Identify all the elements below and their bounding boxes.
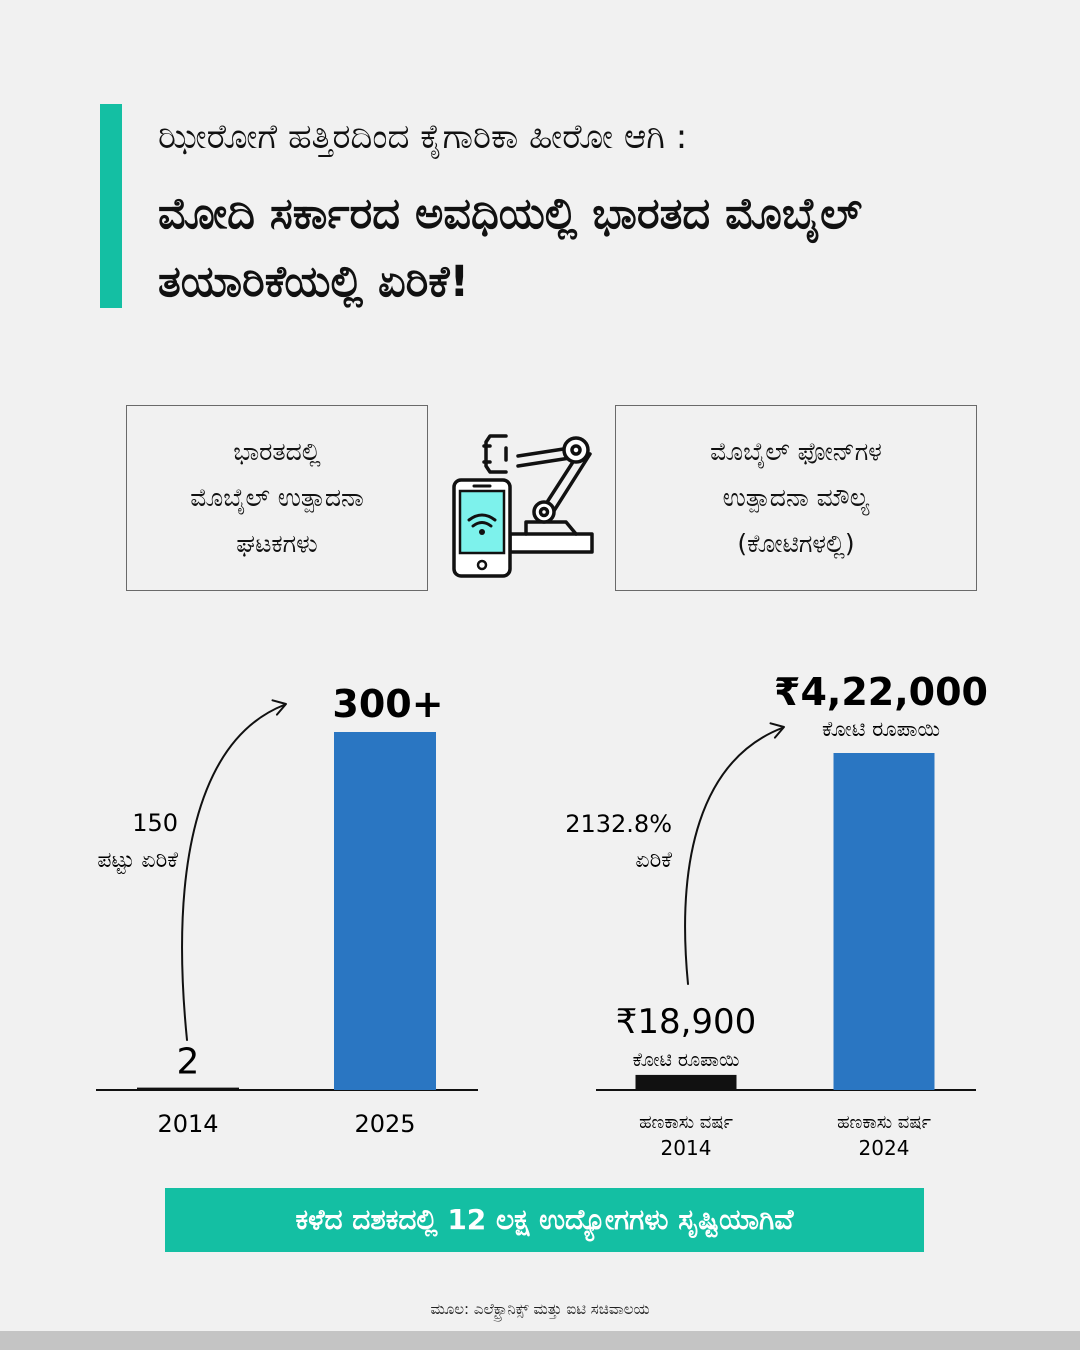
bar-2014	[137, 1087, 239, 1090]
title-line-1: ಝೀರೋಗೆ ಹತ್ತಿರದಿಂದ ಕೈಗಾರಿಕಾ ಹೀರೋ ಆಗಿ :	[158, 117, 688, 157]
x-tick-label: ಹಣಕಾಸು ವರ್ಷ	[837, 1112, 931, 1133]
title-accent-bar	[100, 104, 122, 308]
data-label-unit: ಕೋಟಿ ರೂಪಾಯಿ	[822, 717, 940, 741]
data-label-unit: ಕೋಟಿ ರೂಪಾಯಿ	[633, 1049, 740, 1071]
source-note: ಮೂಲ: ಎಲೆಕ್ಟ್ರಾನಿಕ್ಸ್ ಮತ್ತು ಐಟಿ ಸಚಿವಾಲಯ	[430, 1300, 650, 1318]
x-tick-label: 2014	[661, 1136, 712, 1160]
title-line-2: ಮೋದಿ ಸರ್ಕಾರದ ಅವಧಿಯಲ್ಲಿ ಭಾರತದ ಮೊಬೈಲ್ ತಯಾರ…	[158, 189, 862, 307]
growth-arrow	[684, 727, 783, 985]
growth-annotation: ಏರಿಕೆ	[635, 848, 672, 873]
x-tick-label: ಹಣಕಾಸು ವರ್ಷ	[639, 1112, 733, 1133]
value-label-box: ಮೊಬೈಲ್ ಫೋನ್‌ಗಳ ಉತ್ಪಾದನಾ ಮೌಲ್ಯ (ಕೋಟಿಗಳಲ್ಲ…	[615, 405, 977, 591]
units-label-line: ಮೊಬೈಲ್ ಉತ್ಪಾದನಾ	[190, 483, 364, 512]
units-label-box: ಭಾರತದಲ್ಲಿ ಮೊಬೈಲ್ ಉತ್ಪಾದನಾ ಘಟಕಗಳು	[126, 405, 428, 591]
bar-2025	[334, 732, 436, 1090]
x-tick-label: 2024	[859, 1136, 910, 1160]
growth-annotation: 2132.8%	[565, 810, 672, 838]
growth-annotation: 150	[132, 809, 178, 837]
growth-arrow	[181, 704, 285, 1041]
units-label-line: ಭಾರತದಲ್ಲಿ	[233, 437, 321, 466]
x-tick-label: 2025	[354, 1110, 415, 1138]
units-label-line: ಘಟಕಗಳು	[236, 529, 318, 558]
data-label: 300+	[332, 682, 443, 726]
x-tick-label: 2014	[157, 1110, 218, 1138]
value-label-line: ಉತ್ಪಾದನಾ ಮೌಲ್ಯ	[722, 483, 870, 512]
bottom-strip	[0, 1331, 1080, 1350]
data-label: 2	[177, 1042, 200, 1083]
bar-2024	[833, 753, 935, 1090]
growth-arrow-head	[271, 699, 287, 716]
growth-arrow-head	[769, 722, 785, 739]
bar-2014	[635, 1074, 737, 1090]
data-label: ₹4,22,000	[774, 670, 988, 714]
smartphone-robot-arm-icon	[452, 434, 594, 578]
jobs-banner: ಕಳೆದ ದಶಕದಲ್ಲಿ 12 ಲಕ್ಷ ಉದ್ಯೋಗಗಳು ಸೃಷ್ಟಿಯಾ…	[165, 1188, 924, 1252]
value-label-line: ಮೊಬೈಲ್ ಫೋನ್‌ಗಳ	[710, 437, 882, 466]
growth-annotation: ಪಟ್ಟು ಏರಿಕೆ	[97, 848, 178, 874]
value-label-line: (ಕೋಟಿಗಳಲ್ಲಿ)	[737, 529, 855, 558]
data-label: ₹18,900	[616, 1002, 757, 1042]
